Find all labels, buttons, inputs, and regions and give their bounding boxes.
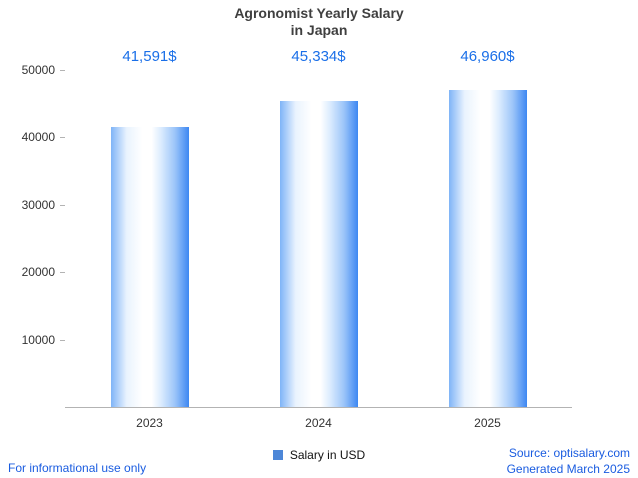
bar-value-label: 46,960$ bbox=[460, 48, 515, 65]
y-axis-label: 10000 bbox=[21, 332, 55, 347]
bar-value-label: 45,334$ bbox=[291, 48, 346, 65]
y-axis-tick bbox=[60, 70, 65, 71]
y-axis-tick bbox=[60, 272, 65, 274]
legend-swatch-icon bbox=[272, 450, 283, 460]
y-axis-tick bbox=[60, 204, 65, 206]
x-axis-label: 2023 bbox=[136, 416, 163, 430]
disclaimer-text: For informational use only bbox=[8, 461, 147, 475]
y-axis-label: 50000 bbox=[21, 63, 55, 77]
y-axis-tick bbox=[60, 339, 65, 341]
source-link[interactable]: Source: optisalary.com bbox=[508, 446, 630, 460]
x-axis-label: 2025 bbox=[474, 416, 501, 430]
generated-date: Generated March 2025 bbox=[506, 462, 630, 476]
bar bbox=[448, 90, 527, 407]
y-axis-label: 20000 bbox=[21, 265, 55, 280]
bar-value-label: 41,591$ bbox=[122, 48, 177, 65]
plot-area: 10000 20000 30000 40000 50000 41,591$ 2023 45,3… bbox=[22, 48, 572, 430]
chart-title: Agronomist Yearly Salary in Japan bbox=[0, 5, 638, 39]
bar bbox=[110, 127, 189, 407]
legend: Salary in USD bbox=[0, 448, 638, 462]
bar bbox=[279, 101, 358, 407]
chart-title-line-2: in Japan bbox=[290, 22, 348, 38]
legend-label: Salary in USD bbox=[289, 448, 366, 462]
y-axis-tick bbox=[60, 137, 65, 139]
chart-title-line-1: Agronomist Yearly Salary bbox=[234, 5, 404, 21]
y-axis-label: 40000 bbox=[21, 130, 55, 145]
source-block: Source: optisalary.com Generated March 2… bbox=[507, 445, 630, 477]
y-axis-label: 30000 bbox=[21, 197, 55, 212]
x-axis-label: 2024 bbox=[305, 416, 332, 430]
